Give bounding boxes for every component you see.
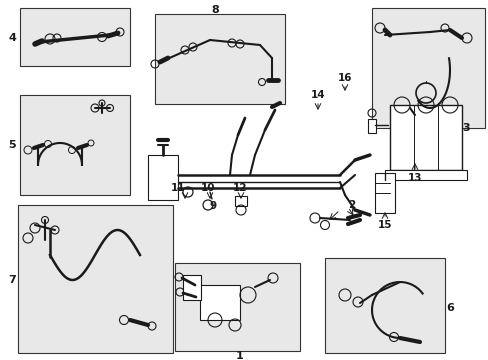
Bar [367, 119, 375, 133]
Text: 11: 11 [170, 183, 185, 193]
Bar [371, 8, 484, 128]
Bar [183, 275, 201, 300]
Text: 4: 4 [8, 33, 16, 43]
Text: 7: 7 [8, 275, 16, 285]
Text: 10: 10 [201, 183, 215, 193]
Bar [235, 196, 246, 206]
Bar [20, 8, 130, 66]
Text: 15: 15 [377, 220, 391, 230]
Bar [155, 14, 285, 104]
Bar [389, 105, 461, 170]
Bar [325, 258, 444, 353]
Text: 12: 12 [232, 183, 247, 193]
Bar [374, 173, 394, 213]
Text: 6: 6 [445, 303, 453, 313]
Bar [20, 95, 130, 195]
Text: 1: 1 [236, 351, 244, 360]
Bar [200, 285, 240, 320]
Bar [148, 155, 178, 200]
Text: 8: 8 [211, 5, 219, 15]
Bar [18, 205, 173, 353]
Bar [175, 263, 299, 351]
Text: 5: 5 [8, 140, 16, 150]
Text: 2: 2 [347, 200, 355, 210]
Text: 3: 3 [461, 123, 469, 133]
Text: 14: 14 [310, 90, 325, 100]
Bar [384, 170, 466, 180]
Text: 13: 13 [407, 173, 421, 183]
Text: 16: 16 [337, 73, 351, 83]
Text: 9: 9 [209, 201, 216, 211]
